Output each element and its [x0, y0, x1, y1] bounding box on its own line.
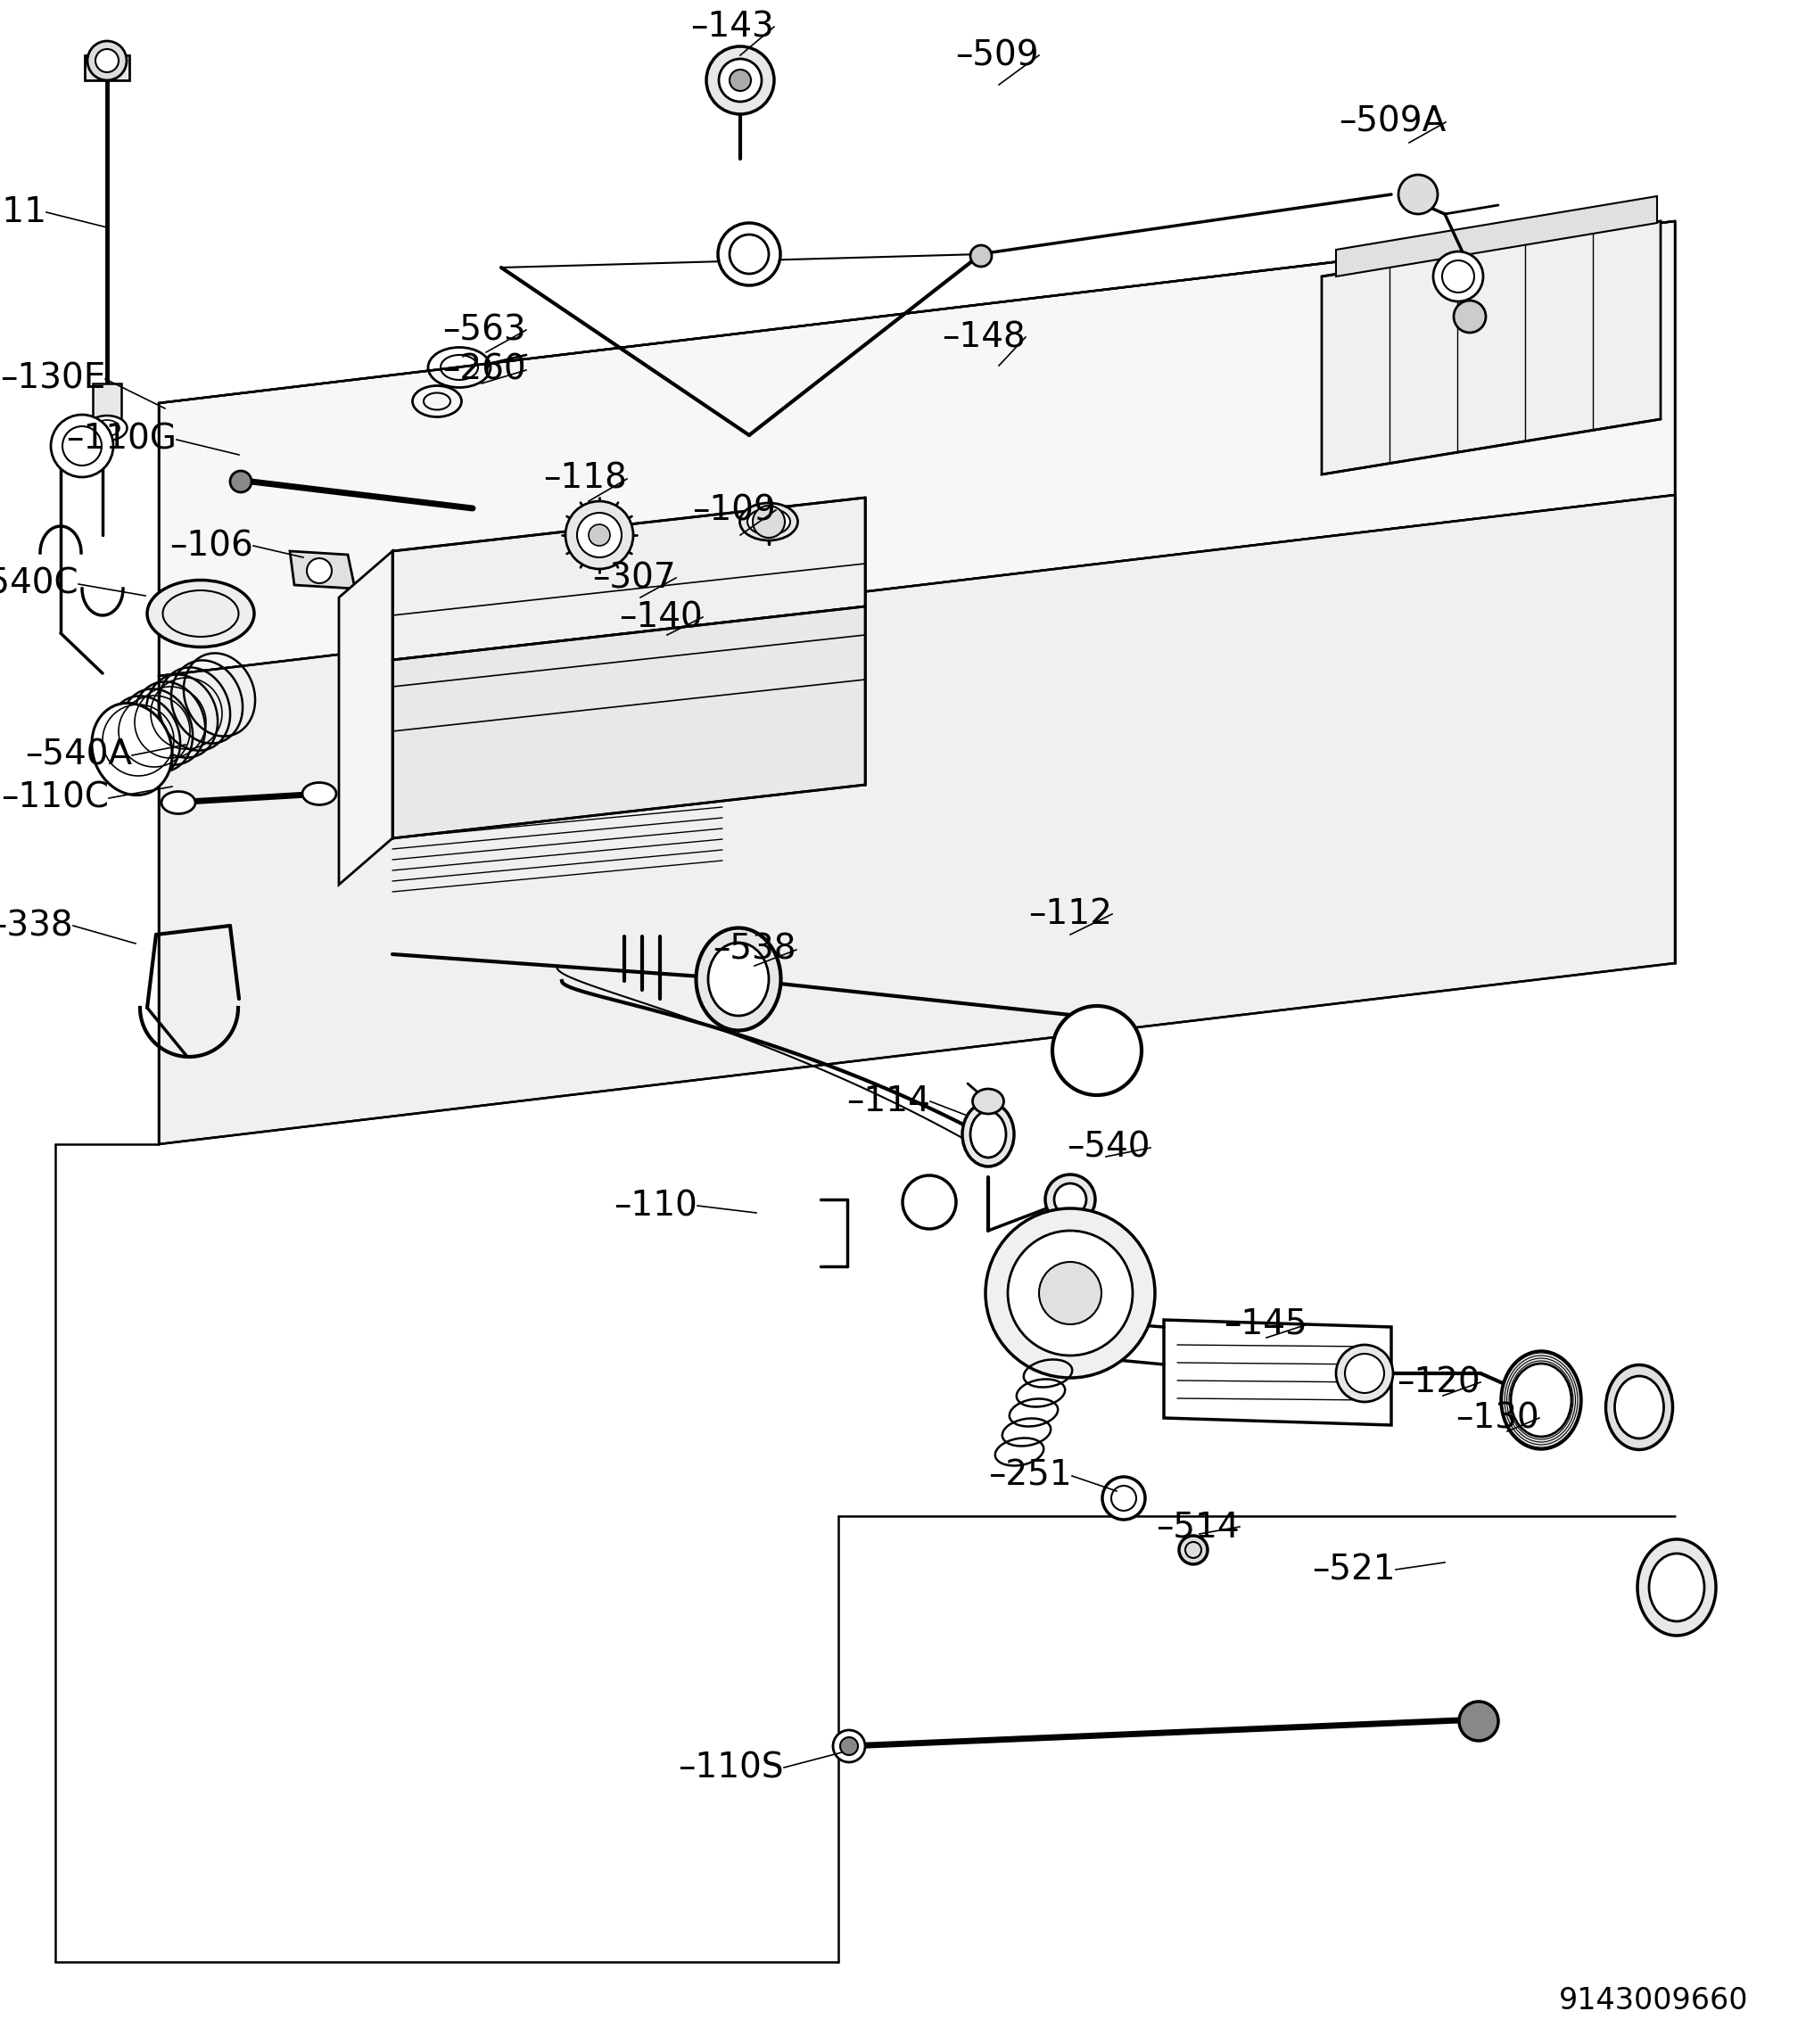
Circle shape [903, 1175, 955, 1228]
Circle shape [1179, 1535, 1208, 1564]
Circle shape [719, 223, 780, 286]
Ellipse shape [87, 415, 126, 442]
Circle shape [578, 513, 621, 558]
Ellipse shape [1615, 1376, 1663, 1439]
Ellipse shape [963, 1102, 1013, 1167]
Text: –110C: –110C [0, 781, 108, 816]
Circle shape [1443, 260, 1474, 292]
Circle shape [51, 415, 114, 476]
Circle shape [229, 470, 251, 493]
Circle shape [1454, 300, 1486, 333]
Circle shape [986, 1208, 1156, 1378]
Circle shape [1102, 1478, 1145, 1519]
Ellipse shape [970, 1112, 1006, 1157]
Ellipse shape [92, 703, 172, 795]
Circle shape [706, 47, 775, 114]
Text: –338: –338 [0, 910, 72, 942]
Ellipse shape [973, 1089, 1004, 1114]
Polygon shape [92, 384, 121, 427]
Text: –130: –130 [1456, 1400, 1539, 1435]
Text: –307: –307 [592, 560, 675, 595]
Ellipse shape [740, 503, 798, 540]
Polygon shape [1336, 196, 1658, 276]
Text: –148: –148 [943, 321, 1026, 354]
Polygon shape [392, 607, 865, 838]
Polygon shape [392, 497, 865, 660]
Circle shape [1459, 1701, 1499, 1741]
Text: 9143009660: 9143009660 [1559, 1987, 1748, 2015]
Text: –106: –106 [170, 529, 253, 562]
Text: –509A: –509A [1338, 104, 1445, 139]
Circle shape [1038, 1261, 1102, 1325]
Text: –514: –514 [1156, 1511, 1239, 1543]
Ellipse shape [695, 928, 780, 1030]
Circle shape [1336, 1345, 1392, 1402]
Text: –563: –563 [442, 313, 526, 347]
Polygon shape [85, 55, 130, 80]
Circle shape [87, 41, 126, 80]
Ellipse shape [1606, 1365, 1672, 1449]
Text: –540C: –540C [0, 566, 78, 601]
Ellipse shape [708, 942, 769, 1016]
Circle shape [1398, 176, 1438, 215]
Text: –538: –538 [713, 932, 796, 967]
Text: –118: –118 [544, 462, 627, 497]
Circle shape [833, 1729, 865, 1762]
Circle shape [1008, 1230, 1132, 1355]
Circle shape [1055, 1224, 1085, 1255]
Polygon shape [1163, 1320, 1391, 1425]
Circle shape [96, 49, 119, 72]
Polygon shape [340, 552, 392, 885]
Text: –112: –112 [1028, 897, 1112, 930]
Circle shape [753, 505, 786, 538]
Text: –540A: –540A [25, 738, 132, 773]
Text: –114: –114 [847, 1085, 930, 1118]
Polygon shape [1322, 221, 1662, 474]
Circle shape [1053, 1006, 1141, 1096]
Ellipse shape [146, 580, 255, 648]
Text: –109: –109 [692, 493, 777, 527]
Text: –111: –111 [0, 196, 47, 229]
Circle shape [1345, 1353, 1383, 1394]
Ellipse shape [1512, 1363, 1571, 1437]
Circle shape [307, 558, 332, 583]
Polygon shape [159, 495, 1674, 1145]
Circle shape [719, 59, 762, 102]
Ellipse shape [1649, 1553, 1705, 1621]
Text: –509: –509 [955, 39, 1038, 72]
Text: –145: –145 [1224, 1308, 1308, 1341]
Circle shape [840, 1737, 858, 1756]
Ellipse shape [748, 509, 791, 536]
Text: –130E: –130E [0, 362, 105, 397]
Ellipse shape [302, 783, 336, 805]
Circle shape [63, 427, 101, 466]
Circle shape [1046, 1175, 1094, 1224]
Text: –260: –260 [442, 354, 526, 386]
Text: –110: –110 [614, 1190, 697, 1222]
Circle shape [730, 235, 769, 274]
Text: –110S: –110S [679, 1750, 784, 1784]
Circle shape [970, 245, 991, 266]
Circle shape [730, 69, 751, 92]
Polygon shape [159, 221, 1674, 677]
Ellipse shape [1638, 1539, 1716, 1635]
Text: –143: –143 [690, 10, 775, 43]
Text: –521: –521 [1313, 1553, 1396, 1586]
Ellipse shape [161, 791, 195, 814]
Text: –540: –540 [1067, 1130, 1150, 1165]
Circle shape [589, 525, 610, 546]
Text: –251: –251 [988, 1459, 1073, 1492]
Text: –140: –140 [619, 601, 703, 634]
Circle shape [1434, 251, 1483, 300]
Ellipse shape [1501, 1351, 1582, 1449]
Circle shape [1055, 1183, 1085, 1216]
Polygon shape [289, 552, 356, 589]
Text: –120: –120 [1396, 1365, 1481, 1400]
Text: –110G: –110G [67, 423, 177, 456]
Circle shape [1046, 1214, 1094, 1265]
Circle shape [565, 501, 634, 568]
